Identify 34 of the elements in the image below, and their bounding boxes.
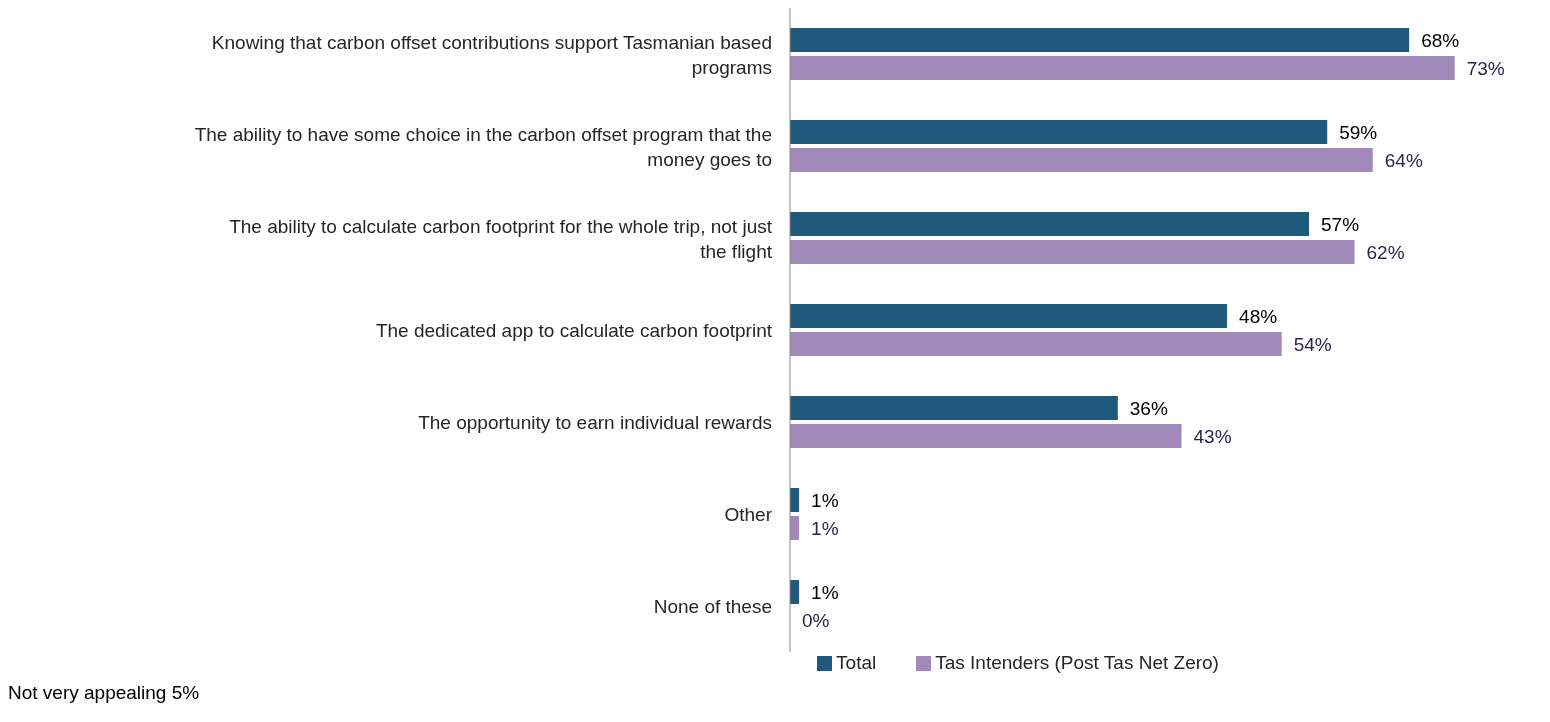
bar [790,28,1410,52]
y-tick-label: The ability to have some choice in the carbon offset program that the money goes to [194,123,772,169]
bar [790,396,1118,420]
y-tick-label: The dedicated app to calculate carbon footprint [375,319,773,341]
bar [790,148,1373,172]
data-label: 36% [1129,397,1168,419]
data-label: 43% [1193,425,1232,447]
data-label: 48% [1239,305,1278,327]
bar [790,424,1182,448]
data-label: 1% [811,517,839,539]
bar [790,304,1228,328]
y-tick-label: None of these [653,595,772,617]
y-tick-label: Other [724,503,773,525]
y-tick-label: The opportunity to earn individual rewards [418,411,772,433]
legend-label: Tas Intenders (Post Tas Net Zero) [935,652,1219,673]
y-tick-label: The ability to calculate carbon footprint for the whole trip, not just the flight [229,215,773,261]
y-tick-label: Knowing that carbon offset contributions support Tasmanian based programs [211,31,772,77]
bar [790,120,1328,144]
bar [790,212,1310,236]
data-label: 64% [1384,149,1423,171]
data-label: 68% [1421,29,1460,51]
data-label: 1% [811,489,839,511]
data-label: 54% [1293,333,1332,355]
data-label: 73% [1466,57,1505,79]
legend-label: Total [836,652,877,673]
bar [790,240,1355,264]
data-label: 57% [1321,213,1360,235]
data-label: 0% [802,609,830,631]
bar [790,332,1282,356]
data-label: 1% [811,581,839,603]
text: Not very appealing 5% [8,682,200,704]
bar [790,56,1455,80]
data-label: 59% [1339,121,1378,143]
data-label: 62% [1366,241,1405,263]
